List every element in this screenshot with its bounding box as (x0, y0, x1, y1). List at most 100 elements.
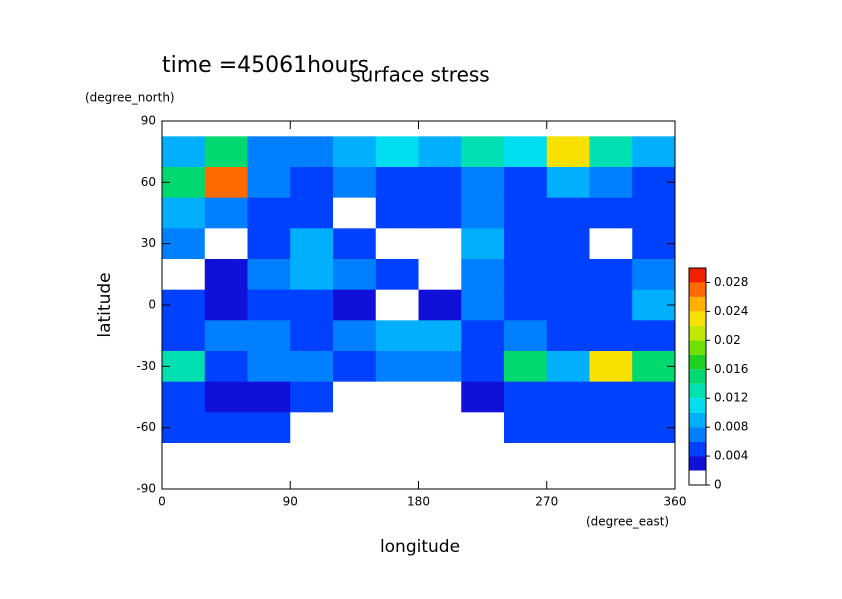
colorbar-bin (689, 325, 706, 341)
cell (333, 320, 377, 352)
cell (204, 351, 248, 383)
cell (333, 412, 377, 444)
cell (162, 197, 206, 229)
cell (162, 320, 206, 352)
y-tick-label: -90 (136, 482, 156, 496)
cell (418, 228, 462, 260)
cell (589, 443, 633, 475)
cell (418, 412, 462, 444)
cell (546, 351, 590, 383)
cell (504, 381, 548, 413)
cell (162, 381, 206, 413)
cell (546, 443, 590, 475)
cell (247, 381, 291, 413)
x-label: longitude (380, 537, 460, 557)
x-tick-label: 270 (535, 495, 558, 509)
cell (546, 381, 590, 413)
y-tick-label: -60 (136, 420, 156, 434)
cell (247, 136, 291, 168)
cell (461, 443, 505, 475)
colorbar-tick-label: 0.016 (714, 362, 748, 376)
cell (333, 289, 377, 321)
colorbar-bin (689, 398, 706, 413)
cell (504, 167, 548, 199)
y-tick-label: 0 (148, 298, 156, 312)
cell (204, 381, 248, 413)
cell (375, 289, 419, 321)
colorbar-bin (689, 268, 706, 283)
colorbar-bin (689, 470, 706, 485)
cell (461, 197, 505, 229)
cell (162, 259, 206, 291)
cell (461, 381, 505, 413)
cell (162, 136, 206, 168)
cell (247, 289, 291, 321)
cell (290, 412, 334, 444)
cell (418, 351, 462, 383)
x-unit: (degree_east) (586, 515, 669, 529)
cell (247, 320, 291, 352)
cell (290, 228, 334, 260)
cell (204, 167, 248, 199)
cell (589, 320, 633, 352)
cell (589, 228, 633, 260)
cell (290, 259, 334, 291)
cell (204, 197, 248, 229)
cell (290, 197, 334, 229)
cell (204, 228, 248, 260)
cell (290, 320, 334, 352)
cell (504, 197, 548, 229)
cell (546, 228, 590, 260)
cell (632, 197, 676, 229)
cell (418, 259, 462, 291)
cell (290, 289, 334, 321)
cell (375, 197, 419, 229)
cell (333, 259, 377, 291)
cell (333, 381, 377, 413)
cell (375, 259, 419, 291)
cell (504, 443, 548, 475)
cell (375, 381, 419, 413)
cell (589, 167, 633, 199)
cell (546, 259, 590, 291)
y-tick-label: 90 (141, 114, 156, 128)
cell (204, 289, 248, 321)
cell (589, 289, 633, 321)
cell (504, 136, 548, 168)
cell (375, 443, 419, 475)
cell (632, 136, 676, 168)
cell (504, 412, 548, 444)
cell (247, 412, 291, 444)
cell (589, 381, 633, 413)
colorbar-bin (689, 441, 706, 457)
cell (418, 289, 462, 321)
cell (204, 136, 248, 168)
y-tick-label: -30 (136, 359, 156, 373)
colorbar-bin (689, 383, 706, 399)
cell (247, 167, 291, 199)
cell (589, 412, 633, 444)
cell (461, 412, 505, 444)
cell (418, 381, 462, 413)
colorbar-tick-label: 0 (714, 478, 722, 492)
colorbar-bin (689, 354, 706, 370)
cell (375, 228, 419, 260)
y-label: latitude (95, 272, 115, 337)
cell (247, 228, 291, 260)
x-tick-label: 0 (158, 495, 166, 509)
cell (589, 259, 633, 291)
cell (204, 443, 248, 475)
colorbar-bin (689, 311, 706, 326)
cell (375, 320, 419, 352)
cell (162, 443, 206, 475)
cell (333, 197, 377, 229)
cell (418, 443, 462, 475)
colorbar-bin (689, 340, 706, 355)
cell (461, 167, 505, 199)
cell (546, 289, 590, 321)
colorbar-tick-label: 0.02 (714, 333, 741, 347)
colorbar-tick-label: 0.028 (714, 275, 748, 289)
cell (418, 197, 462, 229)
cell (461, 136, 505, 168)
colorbar-bin (689, 456, 706, 471)
